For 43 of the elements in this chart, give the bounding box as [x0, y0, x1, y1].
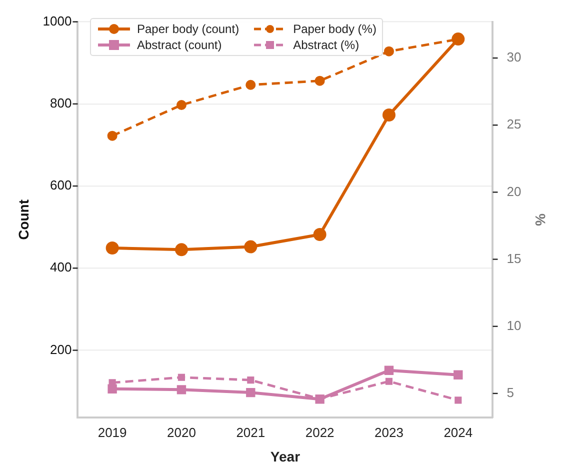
y2-tick-label: 30 [506, 50, 522, 65]
point [247, 376, 254, 384]
legend-label: Paper body (%) [293, 22, 376, 36]
point [454, 396, 462, 404]
y-axis-title: Count [15, 199, 32, 240]
y2-tick-label: 5 [506, 385, 514, 400]
point [384, 46, 394, 56]
y2-tick-label: 15 [506, 250, 522, 266]
point [246, 80, 256, 90]
y2-tick-label: 20 [506, 184, 522, 199]
y-tick-label: 400 [50, 260, 72, 275]
point [246, 388, 256, 398]
x-axis-title: Year [270, 448, 301, 464]
point [385, 378, 393, 385]
point [107, 130, 118, 141]
y2-tick-label: 10 [506, 318, 522, 333]
x-tick-label: 2024 [444, 424, 473, 440]
legend-label: Abstract (%) [293, 38, 360, 52]
x-tick-label: 2022 [305, 424, 334, 440]
x-tick-label: 2020 [167, 424, 196, 440]
point [454, 370, 463, 380]
point [178, 374, 186, 381]
point [382, 108, 396, 122]
point [176, 100, 186, 110]
point [176, 385, 186, 394]
point [106, 242, 119, 255]
y-tick-label: 1000 [42, 13, 72, 28]
legend-label: Abstract (count) [137, 38, 222, 52]
point [313, 228, 326, 241]
legend-label: Paper body (count) [137, 22, 240, 36]
y-tick-label: 200 [50, 342, 72, 357]
point [384, 366, 394, 375]
x-tick-label: 2021 [236, 424, 266, 440]
point [108, 384, 117, 394]
y-tick-label: 600 [50, 178, 72, 193]
x-tick-label: 2023 [374, 424, 404, 440]
y-tick-label: 800 [50, 95, 72, 110]
x-tick-label: 2019 [98, 424, 127, 440]
point [174, 243, 188, 256]
point [244, 240, 258, 254]
point [314, 76, 325, 86]
y2-tick-label: 25 [506, 116, 522, 132]
y2-axis-title: % [532, 213, 549, 226]
